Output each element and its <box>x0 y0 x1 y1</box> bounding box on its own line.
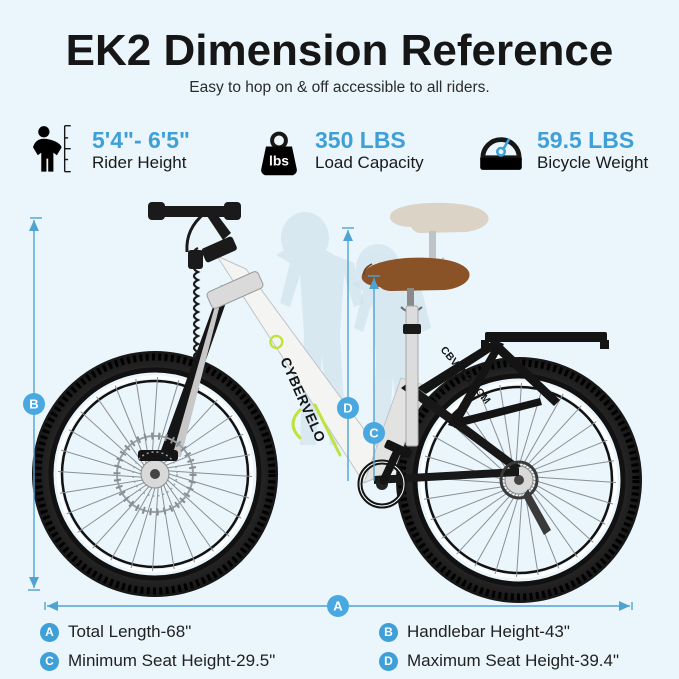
svg-text:D: D <box>343 401 352 416</box>
svg-text:B: B <box>29 397 38 412</box>
svg-text:C: C <box>369 426 379 441</box>
svg-text:A: A <box>333 599 343 614</box>
